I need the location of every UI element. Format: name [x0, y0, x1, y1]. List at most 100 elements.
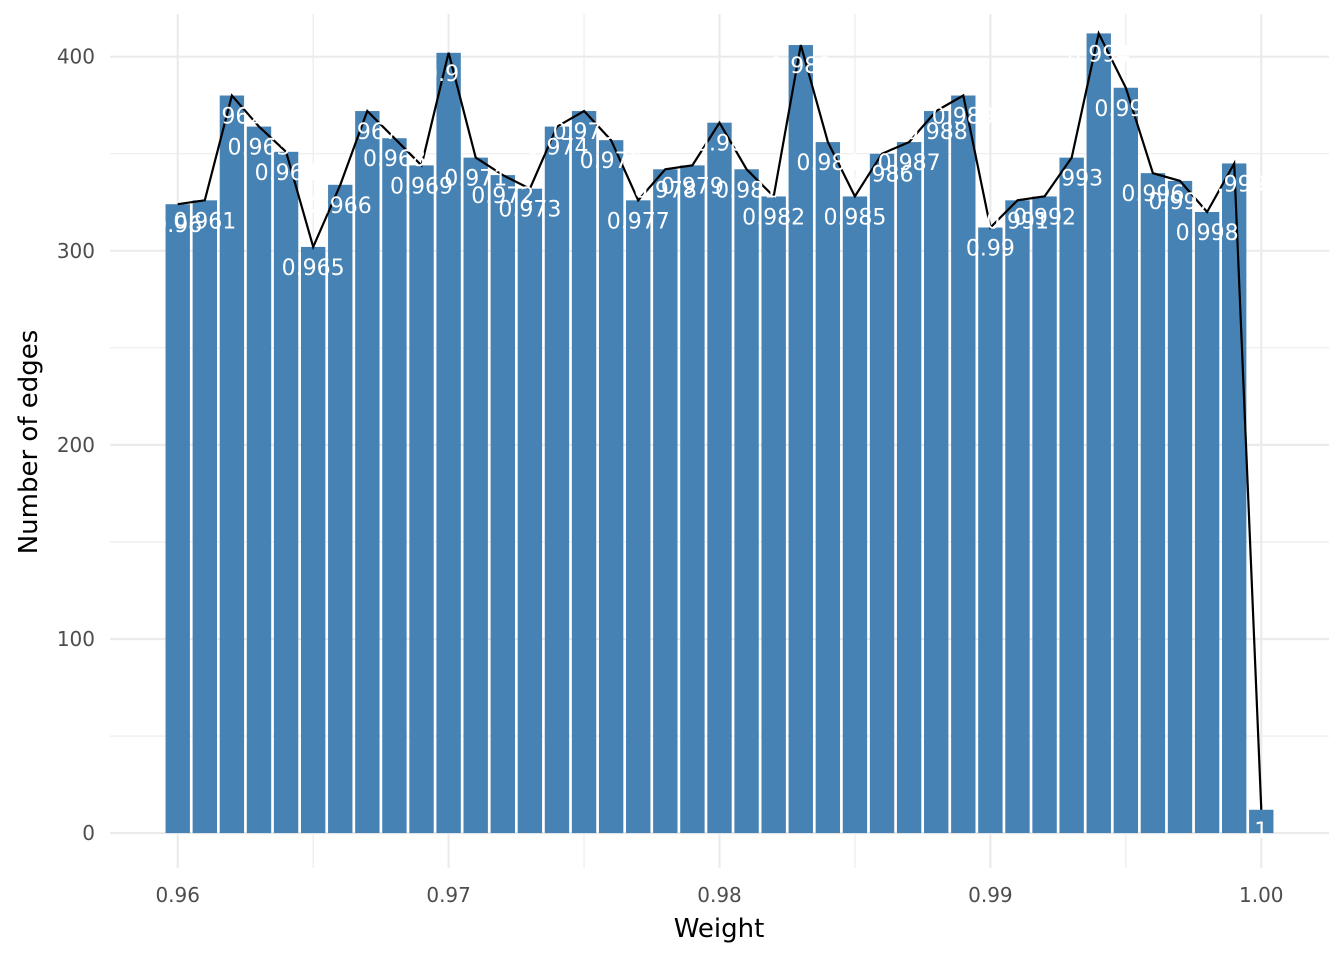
bar — [707, 122, 732, 834]
bar-label: 0.973 — [498, 198, 561, 223]
bars — [165, 33, 1274, 834]
bar-label: 0.98 — [695, 132, 744, 157]
x-tick-label: 1.00 — [1239, 883, 1284, 907]
bar-label: 0.978 — [634, 178, 697, 203]
bar-label: 0.983 — [769, 54, 832, 79]
y-tick-label: 300 — [57, 239, 95, 263]
bar — [192, 200, 218, 834]
bar-label: 0.968 — [363, 147, 426, 172]
bar-label: 0.996 — [1121, 182, 1184, 207]
x-axis-title: Weight — [674, 914, 765, 944]
bar-label: 0.964 — [255, 161, 318, 186]
bar — [842, 196, 868, 834]
bar — [165, 204, 190, 834]
bar — [1221, 163, 1247, 834]
bar-label: 0.963 — [227, 136, 290, 161]
x-tick-label: 0.99 — [968, 883, 1013, 907]
bar — [924, 111, 949, 834]
bar-label: 0.991 — [986, 209, 1049, 234]
bar — [328, 184, 353, 834]
x-axis-ticks: 0.96 0.97 0.98 0.99 1.00 — [155, 883, 1283, 907]
bar-label: 0.976 — [580, 149, 643, 174]
bar-label: 0.975 — [553, 120, 616, 145]
bar-label: 0.995 — [1094, 97, 1157, 122]
x-tick-label: 0.97 — [426, 883, 471, 907]
bar — [1140, 173, 1166, 834]
bar — [1059, 157, 1084, 834]
bar — [219, 95, 245, 834]
bar-label: 0.972 — [471, 184, 534, 209]
bar-label: 0.994 — [1067, 42, 1130, 67]
bar — [951, 95, 976, 834]
bar — [544, 126, 570, 834]
bar-label: 0.966 — [309, 194, 372, 219]
bar — [1005, 200, 1030, 834]
bar-label: 0.99 — [966, 237, 1015, 262]
bar-label: 0.989 — [932, 105, 995, 130]
bar-label: 0.979 — [661, 174, 724, 199]
bar — [355, 111, 380, 834]
y-axis-ticks: 0 100 200 300 400 — [57, 45, 95, 845]
bar-label: 0.985 — [823, 205, 886, 230]
bar-label: 0.967 — [336, 120, 399, 145]
bar — [869, 153, 895, 834]
bar-label: 0.961 — [173, 209, 236, 234]
y-tick-label: 0 — [82, 821, 95, 845]
bar — [1086, 33, 1111, 834]
bar-label: 0.992 — [1013, 205, 1076, 230]
bar — [1167, 180, 1193, 834]
bar — [300, 246, 326, 834]
bar-label: 0.974 — [525, 136, 588, 161]
bar-label: 0.96 — [153, 213, 202, 238]
x-tick-label: 0.96 — [155, 883, 200, 907]
bar — [1032, 196, 1057, 834]
bar-label: 0.969 — [390, 174, 453, 199]
bar — [734, 169, 759, 834]
bar-label: 0.986 — [851, 163, 914, 188]
bar-label: 0.993 — [1040, 167, 1103, 192]
bar-label: 0.984 — [796, 151, 859, 176]
bar-label: 0.965 — [282, 256, 345, 281]
bar — [598, 140, 624, 834]
bar-label: 0.982 — [742, 205, 805, 230]
y-tick-label: 100 — [57, 627, 95, 651]
bar-label: 0.962 — [200, 105, 263, 130]
y-axis-title: Number of edges — [14, 330, 44, 555]
bar — [761, 196, 786, 834]
bar — [896, 142, 922, 834]
bar-label: 0.998 — [1176, 221, 1239, 246]
bar-label: 1 — [1254, 819, 1268, 844]
y-tick-label: 400 — [57, 45, 95, 69]
bar — [815, 142, 841, 834]
bar-label: 0.981 — [715, 178, 778, 203]
bar — [273, 151, 299, 834]
bar — [571, 111, 597, 834]
bar — [626, 200, 651, 834]
bar — [653, 169, 678, 834]
bar — [463, 157, 488, 834]
bar — [1249, 809, 1274, 834]
count-line — [177, 30, 1263, 810]
bar — [409, 165, 434, 834]
bar — [246, 126, 272, 834]
bar-label: 0.988 — [905, 120, 968, 145]
bar-label: 0.997 — [1149, 190, 1212, 215]
bar — [1113, 87, 1139, 834]
bar — [517, 188, 543, 834]
bar — [788, 45, 813, 834]
bar — [1194, 211, 1220, 834]
bar — [382, 138, 407, 834]
bar — [680, 165, 705, 834]
bar-labels: 0.960.9610.9620.9630.9640.9650.9660.9670… — [153, 42, 1268, 843]
bar-label: 0.999 — [1203, 172, 1266, 197]
bar-label: 0.97 — [424, 62, 473, 87]
x-tick-label: 0.98 — [697, 883, 742, 907]
bar — [490, 175, 515, 834]
bar — [436, 52, 461, 834]
bar-label: 0.977 — [607, 209, 670, 234]
bar-label: 0.971 — [444, 167, 507, 192]
y-tick-label: 200 — [57, 433, 95, 457]
bar-label: 0.987 — [878, 151, 941, 176]
bar — [978, 227, 1003, 834]
